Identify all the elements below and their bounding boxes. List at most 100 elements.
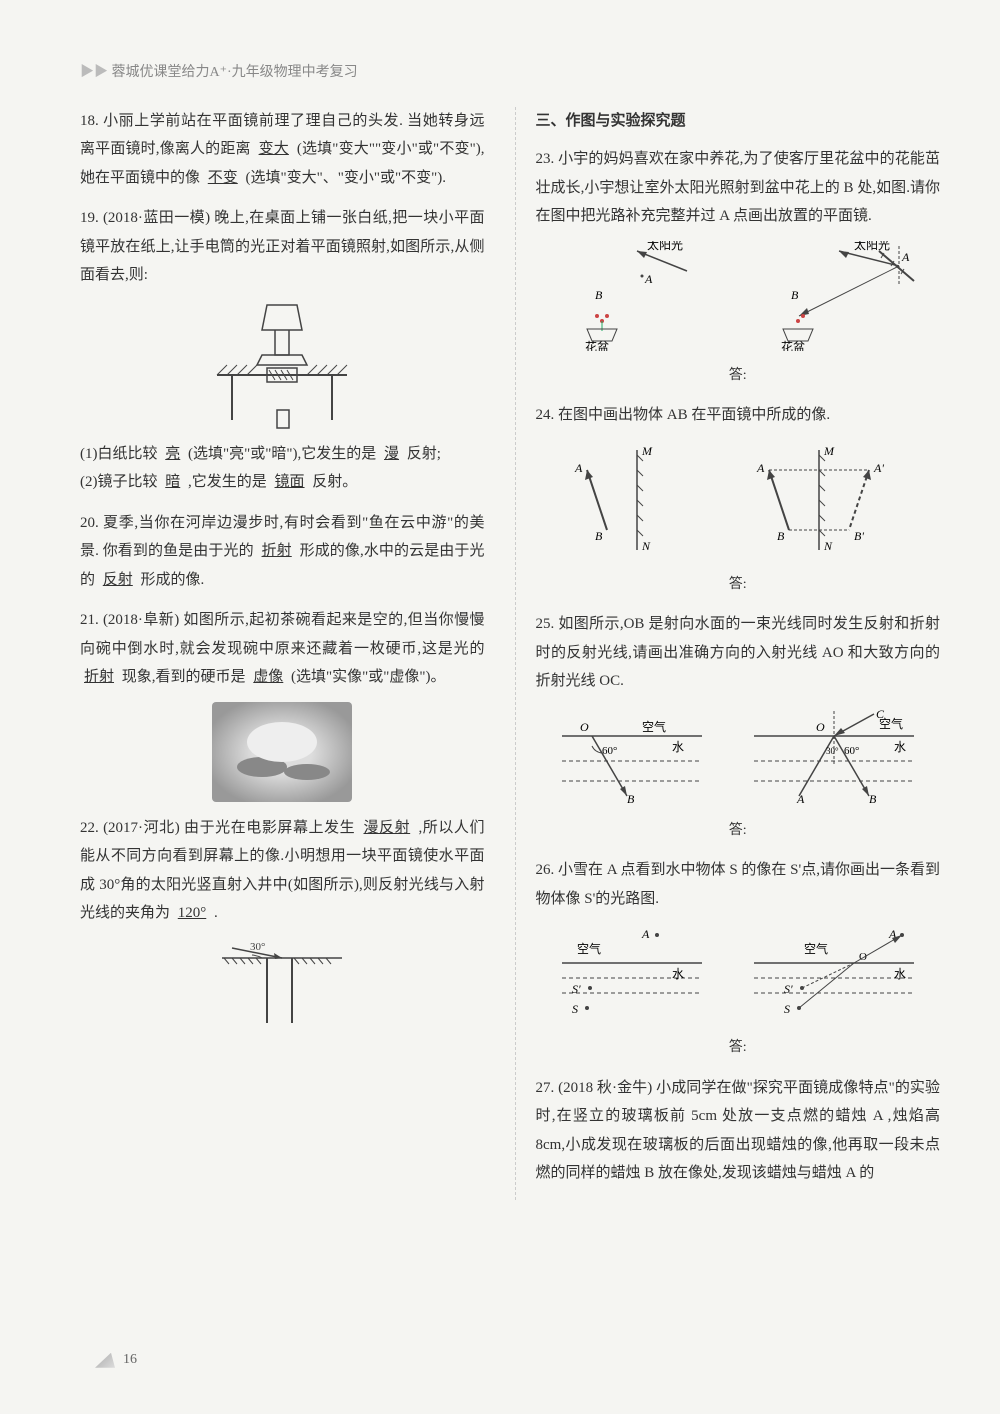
svg-text:A': A' xyxy=(873,461,884,475)
qnum: 23. xyxy=(536,151,555,167)
q19-part2b: ,它发生的是 xyxy=(188,474,267,490)
question-25: 25. 如图所示,OB 是射向水面的一束光线同时发生反射和折射时的反射光线,请画… xyxy=(536,610,941,844)
section-3-title: 三、作图与实验探究题 xyxy=(536,107,941,136)
svg-text:水: 水 xyxy=(894,740,906,754)
svg-text:M: M xyxy=(823,444,835,458)
svg-text:30°: 30° xyxy=(250,941,265,953)
question-23: 23. 小宇的妈妈喜欢在家中养花,为了使客厅里花盆中的花能茁壮成长,小宇想让室外… xyxy=(536,145,941,389)
svg-text:60°: 60° xyxy=(844,745,859,757)
svg-text:水: 水 xyxy=(672,740,684,754)
svg-text:B: B xyxy=(595,529,603,543)
q18-blank1: 变大 xyxy=(255,141,293,157)
q22-text3: . xyxy=(214,905,218,921)
right-column: 三、作图与实验探究题 23. 小宇的妈妈喜欢在家中养花,为了使客厅里花盆中的花能… xyxy=(515,107,941,1200)
qnum: 22. xyxy=(80,820,99,836)
q25-figure: 空气 水 O 60° B 空气 水 O xyxy=(536,706,941,806)
svg-text:A: A xyxy=(756,461,765,475)
q24-figure: M N A B M N A B xyxy=(536,440,941,560)
q19-blank4: 镜面 xyxy=(271,474,309,490)
q19-blank3: 暗 xyxy=(161,474,184,490)
question-21: 21. (2018·阜新) 如图所示,起初茶碗看起来是空的,但当你慢慢向碗中倒水… xyxy=(80,606,485,802)
svg-text:A: A xyxy=(644,272,653,286)
svg-text:O: O xyxy=(580,720,589,734)
q18-blank2: 不变 xyxy=(204,170,242,186)
bowl-photo xyxy=(212,702,352,802)
question-27: 27. (2018 秋·金牛) 小成同学在做"探究平面镜成像特点"的实验时,在竖… xyxy=(536,1074,941,1188)
qnum: 27. xyxy=(536,1080,555,1096)
q19-blank2: 漫 xyxy=(380,446,403,462)
q26-figure: A 空气 水 S' S A 空气 O xyxy=(536,923,941,1023)
answer-label: 答: xyxy=(729,823,747,838)
answer-label: 答: xyxy=(729,1040,747,1055)
question-26: 26. 小雪在 A 点看到水中物体 S 的像在 S'点,请你画出一条看到物体像 … xyxy=(536,856,941,1062)
svg-text:A: A xyxy=(641,927,650,941)
page-header: 蓉城优课堂给力A⁺·九年级物理中考复习 xyxy=(80,60,940,87)
question-20: 20. 夏季,当你在河岸边漫步时,有时会看到"鱼在云中游"的美景. 你看到的鱼是… xyxy=(80,509,485,595)
q19-part1a: (1)白纸比较 xyxy=(80,446,158,462)
svg-text:C: C xyxy=(876,707,885,721)
qnum: 26. xyxy=(536,862,555,878)
q20-blank2: 反射 xyxy=(99,572,137,588)
svg-text:花盆: 花盆 xyxy=(781,339,805,351)
q19-figure xyxy=(80,300,485,430)
svg-text:S: S xyxy=(572,1002,578,1016)
q24-text: 在图中画出物体 AB 在平面镜中所成的像. xyxy=(558,407,830,423)
svg-text:B': B' xyxy=(854,529,864,543)
q19-blank1: 亮 xyxy=(161,446,184,462)
qnum: 25. xyxy=(536,616,555,632)
svg-text:A: A xyxy=(574,461,583,475)
svg-text:60°: 60° xyxy=(602,745,617,757)
q20-text3: 形成的像. xyxy=(141,572,205,588)
svg-text:B: B xyxy=(777,529,785,543)
question-19: 19. (2018·蓝田一模) 晚上,在桌面上铺一张白纸,把一块小平面镜平放在纸… xyxy=(80,204,485,497)
qnum: 21. xyxy=(80,612,99,628)
q23-text: 小宇的妈妈喜欢在家中养花,为了使客厅里花盆中的花能茁壮成长,小宇想让室外太阳光照… xyxy=(536,151,941,224)
q26-text: 小雪在 A 点看到水中物体 S 的像在 S'点,请你画出一条看到物体像 S'的光… xyxy=(536,862,941,907)
svg-text:S': S' xyxy=(784,982,793,996)
q21-blank2: 虚像 xyxy=(249,669,287,685)
svg-text:水: 水 xyxy=(894,967,906,981)
svg-text:O: O xyxy=(816,720,825,734)
q23-figure: 太阳光 A B 花盆 太阳光 xyxy=(536,241,941,351)
answer-label: 答: xyxy=(729,368,747,383)
svg-text:O: O xyxy=(859,951,867,963)
svg-text:水: 水 xyxy=(672,967,684,981)
q22-blank1: 漫反射 xyxy=(360,820,415,836)
svg-text:B: B xyxy=(627,792,635,806)
q27-source: (2018 秋·金牛) xyxy=(558,1080,652,1096)
question-22: 22. (2017·河北) 由于光在电影屏幕上发生 漫反射 ,所以人们能从不同方… xyxy=(80,814,485,1028)
q18-text3: (选填"变大"、"变小"或"不变"). xyxy=(246,170,446,186)
q21-blank1: 折射 xyxy=(80,669,118,685)
question-24: 24. 在图中画出物体 AB 在平面镜中所成的像. M N A B M xyxy=(536,401,941,598)
svg-text:S': S' xyxy=(572,982,581,996)
svg-text:太阳光: 太阳光 xyxy=(647,241,683,252)
svg-text:B: B xyxy=(595,288,603,302)
q25-text: 如图所示,OB 是射向水面的一束光线同时发生反射和折射时的反射光线,请画出准确方… xyxy=(536,616,941,689)
svg-text:花盆: 花盆 xyxy=(585,339,609,351)
q19-part2c: 反射。 xyxy=(312,474,357,490)
q21-text3: (选填"实像"或"虚像")。 xyxy=(291,669,445,685)
q21-text2: 现象,看到的硬币是 xyxy=(122,669,246,685)
q21-source: (2018·阜新) xyxy=(103,612,179,628)
q19-part2a: (2)镜子比较 xyxy=(80,474,158,490)
q19-source: (2018·蓝田一模) xyxy=(103,210,210,226)
svg-text:M: M xyxy=(641,444,653,458)
svg-text:空气: 空气 xyxy=(642,719,666,734)
q22-text1: 由于光在电影屏幕上发生 xyxy=(184,820,355,836)
content-columns: 18. 小丽上学前站在平面镜前理了理自己的头发. 当她转身远离平面镜时,像离人的… xyxy=(80,107,940,1200)
left-column: 18. 小丽上学前站在平面镜前理了理自己的头发. 当她转身远离平面镜时,像离人的… xyxy=(80,107,485,1200)
question-18: 18. 小丽上学前站在平面镜前理了理自己的头发. 当她转身远离平面镜时,像离人的… xyxy=(80,107,485,193)
svg-text:S: S xyxy=(784,1002,790,1016)
qnum: 20. xyxy=(80,515,99,531)
q20-blank1: 折射 xyxy=(258,543,296,559)
svg-text:N: N xyxy=(823,539,833,553)
q22-source: (2017·河北) xyxy=(103,820,180,836)
svg-text:B: B xyxy=(791,288,799,302)
svg-text:30°: 30° xyxy=(826,746,839,756)
svg-text:太阳光: 太阳光 xyxy=(854,241,890,252)
qnum: 19. xyxy=(80,210,99,226)
qnum: 24. xyxy=(536,407,555,423)
svg-text:空气: 空气 xyxy=(577,941,601,956)
svg-text:N: N xyxy=(641,539,651,553)
svg-text:空气: 空气 xyxy=(804,941,828,956)
